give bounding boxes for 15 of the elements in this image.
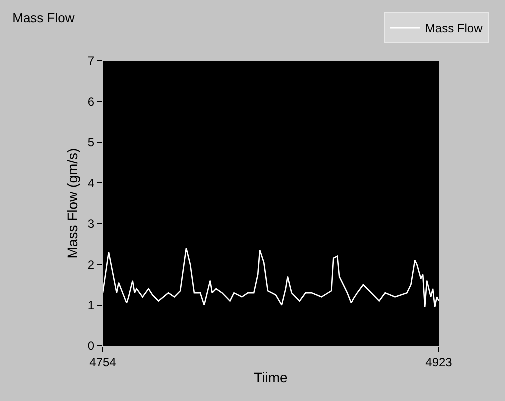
y-tick-label: 5: [88, 136, 95, 150]
y-tick-label: 3: [88, 217, 95, 232]
chart-title: Mass Flow: [12, 10, 76, 26]
y-tick-label: 2: [88, 258, 95, 272]
y-tick-label: 6: [88, 94, 95, 109]
y-axis-title: Mass Flow (gm/s): [64, 148, 81, 259]
x-tick-label: 4923: [426, 355, 453, 370]
legend-label: Mass Flow: [425, 22, 484, 36]
line-series: [103, 248, 439, 308]
x-tick-label: 4754: [90, 355, 117, 370]
y-tick-label: 4: [88, 176, 95, 190]
y-tick-label: 7: [88, 54, 95, 68]
y-tick-label: 1: [88, 298, 95, 312]
y-tick-label: 0: [88, 339, 95, 354]
x-axis-title: Tiime: [254, 370, 288, 386]
